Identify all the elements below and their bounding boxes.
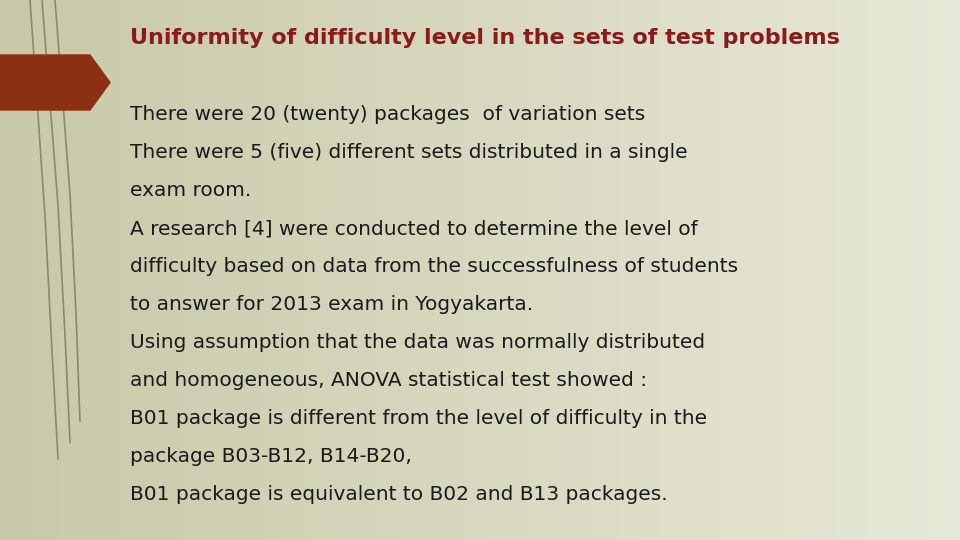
Text: B01 package is equivalent to B02 and B13 packages.: B01 package is equivalent to B02 and B13… xyxy=(130,485,667,504)
Text: Using assumption that the data was normally distributed: Using assumption that the data was norma… xyxy=(130,334,706,353)
Text: and homogeneous, ANOVA statistical test showed :: and homogeneous, ANOVA statistical test … xyxy=(130,372,647,390)
Text: exam room.: exam room. xyxy=(130,181,252,200)
Polygon shape xyxy=(0,55,110,110)
Text: There were 20 (twenty) packages  of variation sets: There were 20 (twenty) packages of varia… xyxy=(130,105,645,125)
Text: B01 package is different from the level of difficulty in the: B01 package is different from the level … xyxy=(130,409,708,429)
Text: difficulty based on data from the successfulness of students: difficulty based on data from the succes… xyxy=(130,258,738,276)
Text: Uniformity of difficulty level in the sets of test problems: Uniformity of difficulty level in the se… xyxy=(130,28,840,48)
Text: A research [4] were conducted to determine the level of: A research [4] were conducted to determi… xyxy=(130,219,698,239)
Text: package B03-B12, B14-B20,: package B03-B12, B14-B20, xyxy=(130,448,412,467)
Text: to answer for 2013 exam in Yogyakarta.: to answer for 2013 exam in Yogyakarta. xyxy=(130,295,533,314)
Text: There were 5 (five) different sets distributed in a single: There were 5 (five) different sets distr… xyxy=(130,144,687,163)
